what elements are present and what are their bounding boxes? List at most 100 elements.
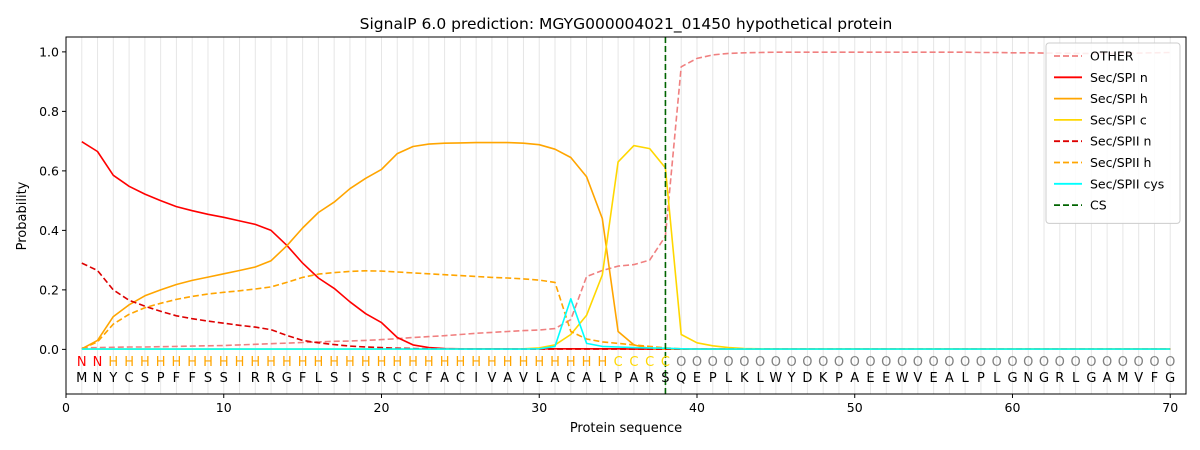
sequence-letter: D [802, 371, 812, 386]
series-line-sec-spi-c [81, 144, 1171, 350]
region-label: H [235, 355, 245, 370]
sequence-letter: R [377, 371, 386, 386]
region-label: H [172, 355, 182, 370]
y-tick-label: 0.4 [39, 223, 59, 238]
region-label: C [661, 355, 670, 370]
sequence-letter: L [725, 371, 733, 386]
legend-box [1045, 42, 1181, 224]
region-label: H [329, 355, 339, 370]
sequence-letter: E [929, 371, 937, 386]
region-label: H [203, 355, 213, 370]
sequence-letter: W [896, 371, 909, 386]
region-label: H [597, 355, 607, 370]
legend-label: OTHER [1090, 49, 1134, 64]
sequence-letter: S [362, 371, 370, 386]
sequence-letter: E [882, 371, 890, 386]
y-axis-label: Probability [15, 181, 30, 250]
sequence-letter: K [819, 371, 828, 386]
sequence-letter: M [1117, 371, 1128, 386]
series-line-sec-spii-n [81, 262, 1171, 350]
sequence-letter: S [330, 371, 338, 386]
region-label: O [960, 355, 970, 370]
region-label: O [976, 355, 986, 370]
region-label: O [1134, 355, 1144, 370]
region-label: O [708, 355, 718, 370]
sequence-letter: I [474, 371, 478, 386]
region-label: H [250, 355, 260, 370]
vertical-grid [81, 37, 1171, 394]
series-line-other [81, 51, 1171, 349]
sequence-letter: C [456, 371, 465, 386]
x-tick-label: 10 [216, 400, 232, 415]
x-tick-label: 40 [689, 400, 705, 415]
y-tick-label: 0.8 [39, 104, 59, 119]
sequence-letter: P [614, 371, 622, 386]
sequence-letter: K [740, 371, 749, 386]
x-tick-label: 30 [531, 400, 547, 415]
region-label: O [1007, 355, 1017, 370]
region-label: H [503, 355, 513, 370]
x-tick-label: 50 [847, 400, 863, 415]
x-axis-ticks: 0 10 20 30 40 50 60 70 [62, 394, 1178, 415]
region-label: O [834, 355, 844, 370]
sequence-letter: C [125, 371, 134, 386]
sequence-letter: V [913, 371, 922, 386]
region-label: H [392, 355, 402, 370]
plot-frame [65, 36, 1187, 395]
sequence-letter: P [709, 371, 717, 386]
sequence-letter: E [866, 371, 874, 386]
sequence-letter: M [76, 371, 87, 386]
legend: OTHER Sec/SPI n Sec/SPI h Sec/SPI c Sec/SPII… [1045, 42, 1181, 224]
region-label: H [377, 355, 387, 370]
sequence-letter: A [850, 371, 859, 386]
region-label: O [944, 355, 954, 370]
region-label: H [361, 355, 371, 370]
region-label: O [865, 355, 875, 370]
legend-label: Sec/SPII cys [1090, 176, 1164, 191]
sequence-letter: R [251, 371, 260, 386]
sequence-letter: Q [676, 371, 686, 386]
sequence-letter: E [693, 371, 701, 386]
sequence-letter: G [1165, 371, 1175, 386]
x-tick-label: 60 [1005, 400, 1021, 415]
region-label: O [992, 355, 1002, 370]
region-label: H [140, 355, 150, 370]
y-axis-ticks: 0.0 0.2 0.4 0.6 0.8 1.0 [39, 44, 66, 357]
legend-label: CS [1090, 198, 1107, 213]
sequence-letter: C [409, 371, 418, 386]
sequence-letter: W [769, 371, 782, 386]
x-tick-label: 70 [1162, 400, 1178, 415]
region-label: O [818, 355, 828, 370]
series-line-sec-spi-n [81, 141, 1171, 350]
region-label: H [424, 355, 434, 370]
region-label: H [219, 355, 229, 370]
sequence-letter: R [1055, 371, 1064, 386]
region-label: O [723, 355, 733, 370]
legend-label: Sec/SPII h [1090, 155, 1151, 170]
region-label: O [897, 355, 907, 370]
region-label: O [1118, 355, 1128, 370]
region-label: C [629, 355, 638, 370]
region-label: N [93, 355, 103, 370]
sequence-letter: S [141, 371, 149, 386]
region-label: H [550, 355, 560, 370]
region-label: H [487, 355, 497, 370]
legend-label: Sec/SPII n [1090, 134, 1151, 149]
x-tick-label: 20 [374, 400, 390, 415]
sequence-letter: L [315, 371, 323, 386]
sequence-letter: G [1039, 371, 1049, 386]
sequence-letter: R [267, 371, 276, 386]
y-tick-label: 1.0 [39, 44, 59, 59]
region-label: H [187, 355, 197, 370]
sequence-letter: A [551, 371, 560, 386]
region-label: O [771, 355, 781, 370]
sequence-letter: V [487, 371, 496, 386]
series-lines [81, 51, 1171, 350]
region-label: O [1055, 355, 1065, 370]
sequence-letter: P [835, 371, 843, 386]
region-label: O [1039, 355, 1049, 370]
region-label: O [739, 355, 749, 370]
region-label: H [408, 355, 418, 370]
chart-title: SignalP 6.0 prediction: MGYG000004021_01… [360, 15, 893, 34]
